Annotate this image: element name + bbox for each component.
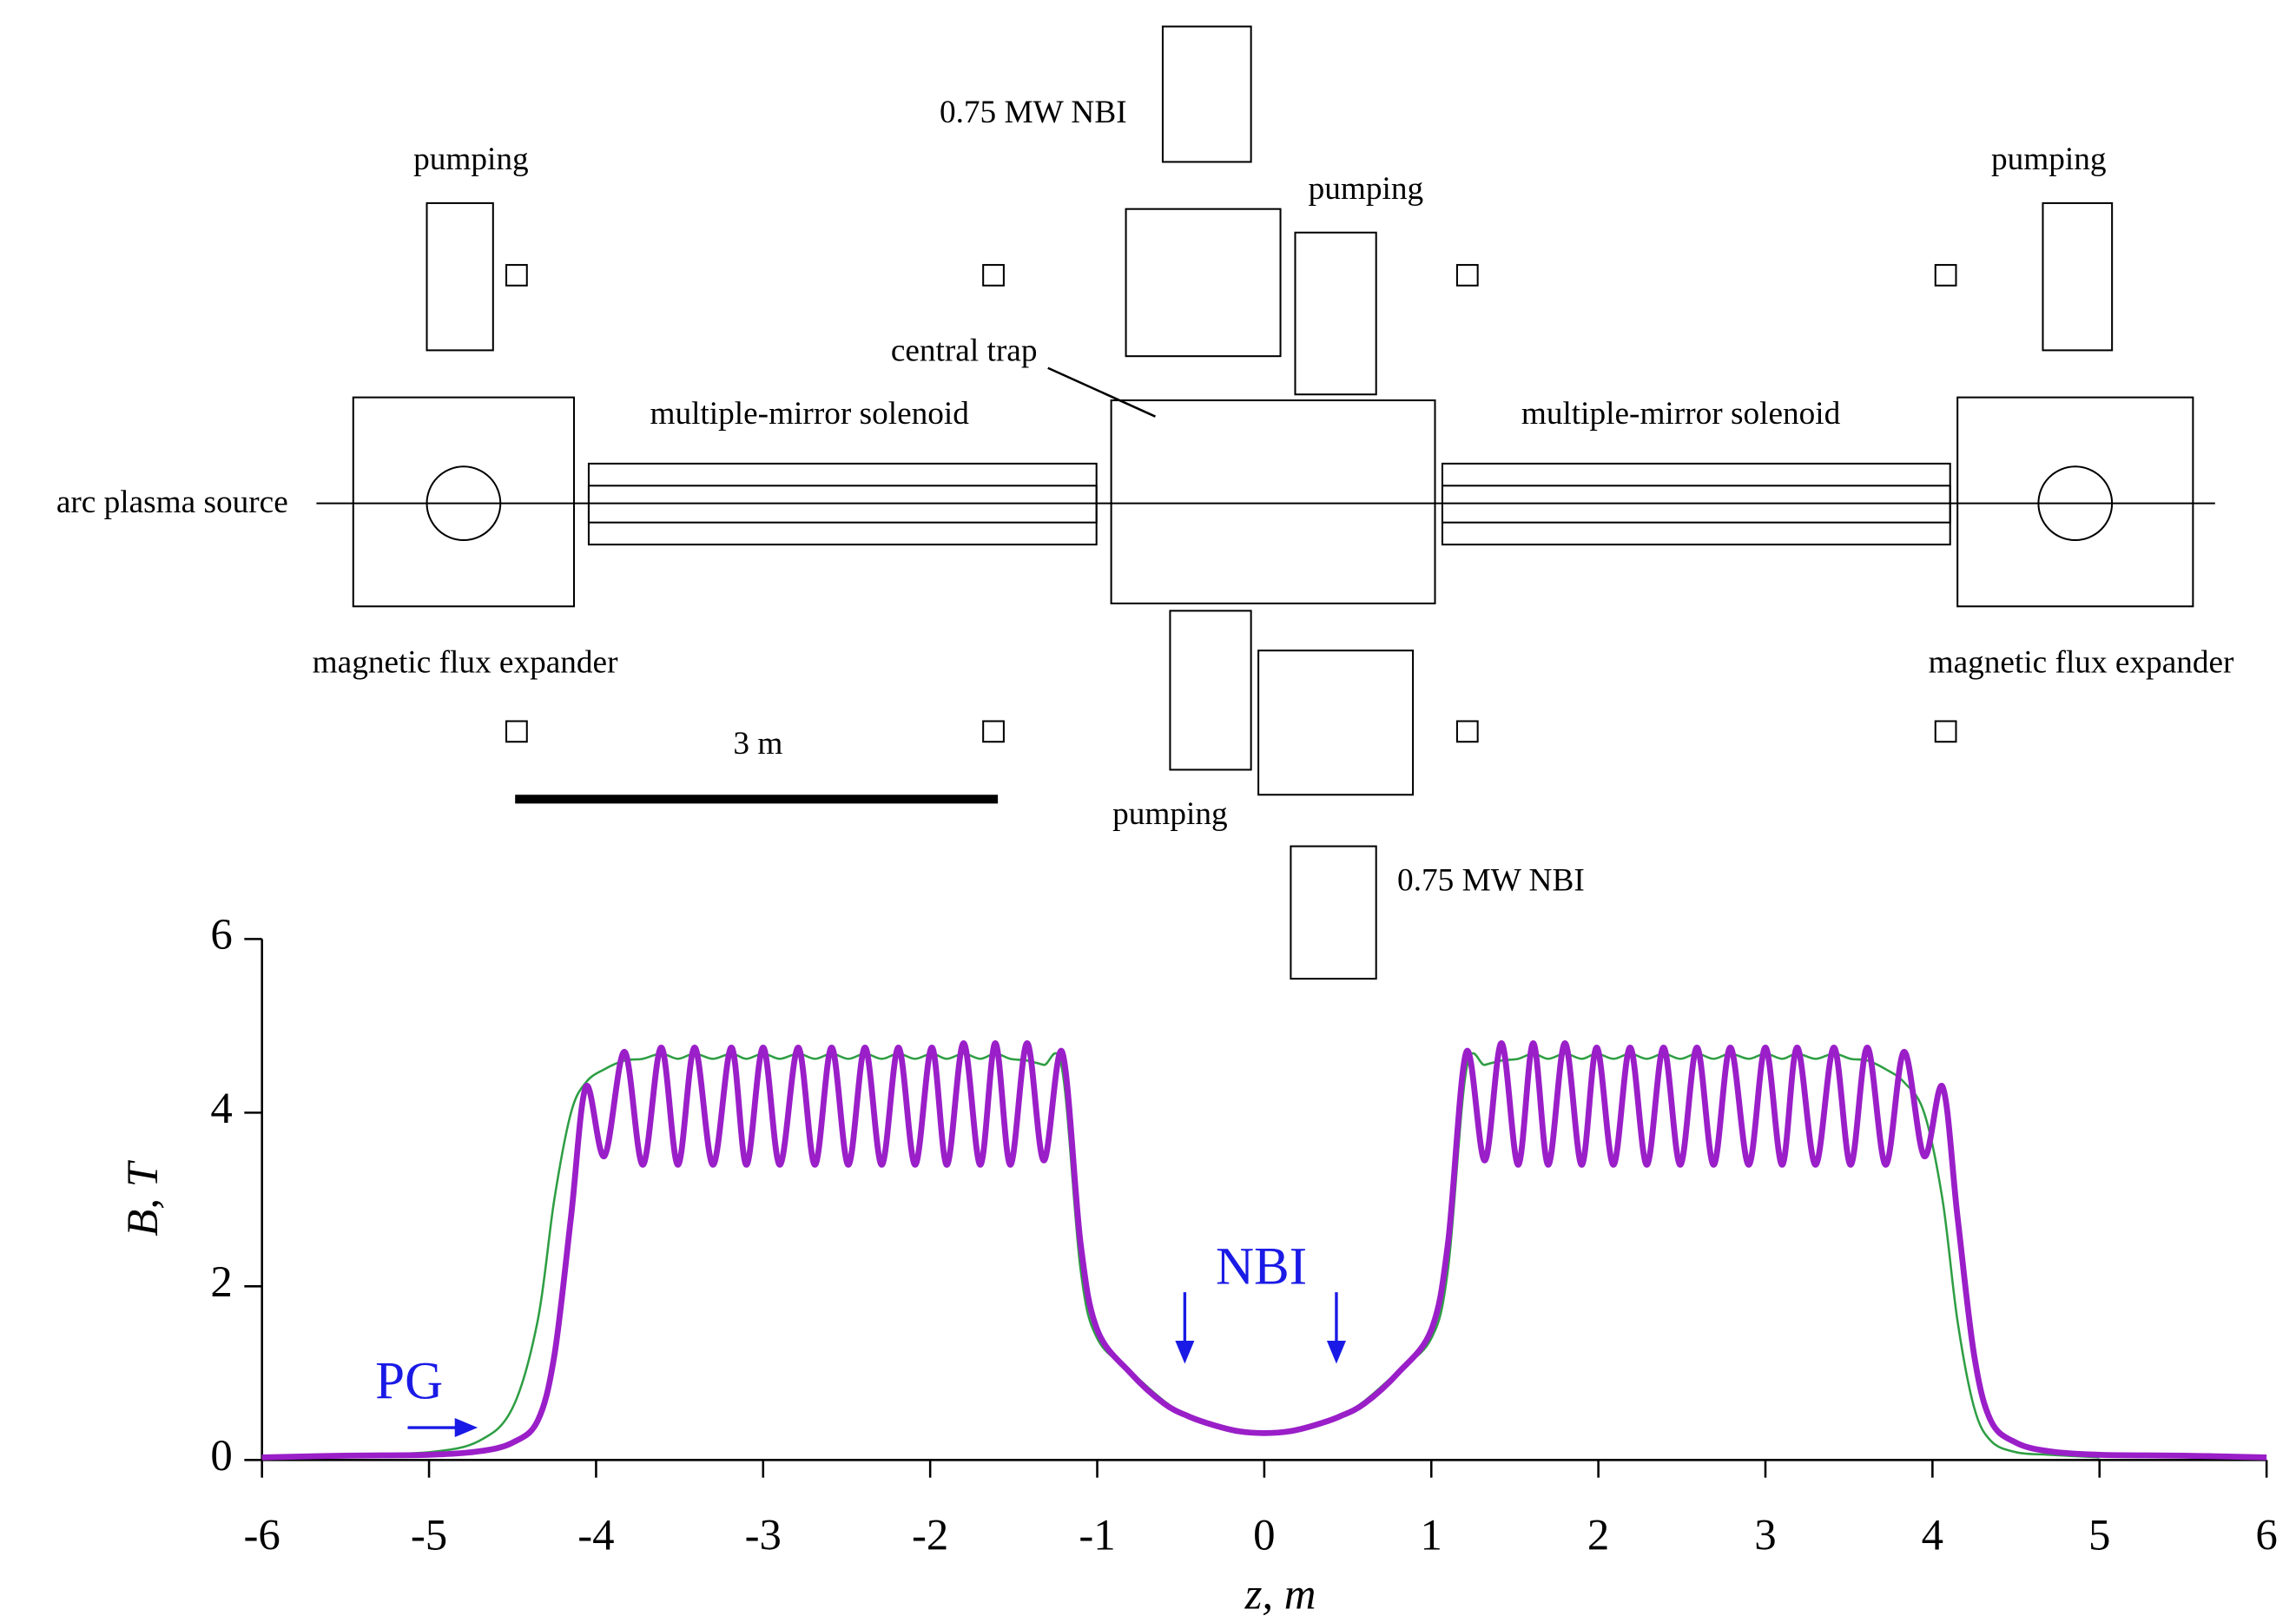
label: 0.75 MW NBI [940,95,1127,130]
leader [1047,366,1156,418]
label: 3 m [733,726,782,762]
annotation: NBI [1216,1237,1307,1296]
flux-expander [352,396,576,608]
solenoid-bore [587,485,1098,524]
x-tick-label: -5 [411,1511,447,1560]
x-axis-label: z, m [1244,1569,1316,1616]
y-tick-label: 0 [210,1431,232,1480]
port [2037,465,2114,542]
x-tick-label: -1 [1079,1511,1115,1560]
y-tick-label: 6 [210,910,232,959]
x-tick-label: 2 [1587,1511,1609,1560]
pump [426,201,494,352]
x-tick-label: 0 [1253,1511,1275,1560]
flux-expander [1956,396,2194,608]
label: pumping [1112,796,1228,832]
solenoid-bore [1441,485,1951,524]
pump [1294,231,1377,396]
nbi [1161,25,1252,163]
label: pumping [1991,142,2107,177]
nbi-chamber [1125,208,1282,358]
label: arc plasma source [56,485,288,520]
x-tick-label: -4 [577,1511,614,1560]
label: pumping [1309,171,1424,207]
markers [505,264,1957,743]
label: multiple-mirror solenoid [650,396,969,432]
nbi [1290,845,1377,980]
x-tick-label: 1 [1421,1511,1442,1560]
x-tick-label: 4 [1922,1511,1943,1560]
nbi-chamber [1257,650,1415,796]
label: magnetic flux expander [1929,645,2234,681]
central-trap [1110,399,1436,604]
labels: 0.75 MW NBI 0.75 MW NBI pumping pumping … [56,95,2234,899]
annotation: PG [375,1353,443,1411]
x-tick-label: -6 [244,1511,280,1560]
x-tick-label: 3 [1754,1511,1776,1560]
x-tick-label: 5 [2088,1511,2110,1560]
device-drawing [316,25,2215,980]
y-tick-label: 4 [210,1084,232,1132]
pump [1169,610,1252,771]
arrows [407,1292,1346,1438]
label: 0.75 MW NBI [1397,863,1585,899]
port [426,465,502,542]
y-axis-label: B, T [118,1159,167,1236]
label: central trap [891,333,1038,368]
label: magnetic flux expander [313,645,618,681]
x-tick-label: -2 [912,1511,948,1560]
x-tick-label: -3 [745,1511,782,1560]
x-tick-label: 6 [2255,1511,2277,1560]
data-line [261,1039,2267,1461]
label: pumping [413,142,529,177]
y-tick-label: 2 [210,1257,232,1306]
pump [2042,201,2114,352]
label: multiple-mirror solenoid [1521,396,1841,432]
